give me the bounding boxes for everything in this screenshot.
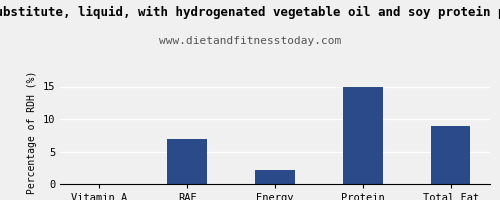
Bar xyxy=(255,170,295,184)
Text: www.dietandfitnesstoday.com: www.dietandfitnesstoday.com xyxy=(159,36,341,46)
Y-axis label: Percentage of RDH (%): Percentage of RDH (%) xyxy=(27,70,37,194)
Bar xyxy=(343,86,382,184)
Bar xyxy=(431,126,470,184)
Text: substitute, liquid, with hydrogenated vegetable oil and soy protein pe: substitute, liquid, with hydrogenated ve… xyxy=(0,6,500,19)
Bar xyxy=(168,138,207,184)
